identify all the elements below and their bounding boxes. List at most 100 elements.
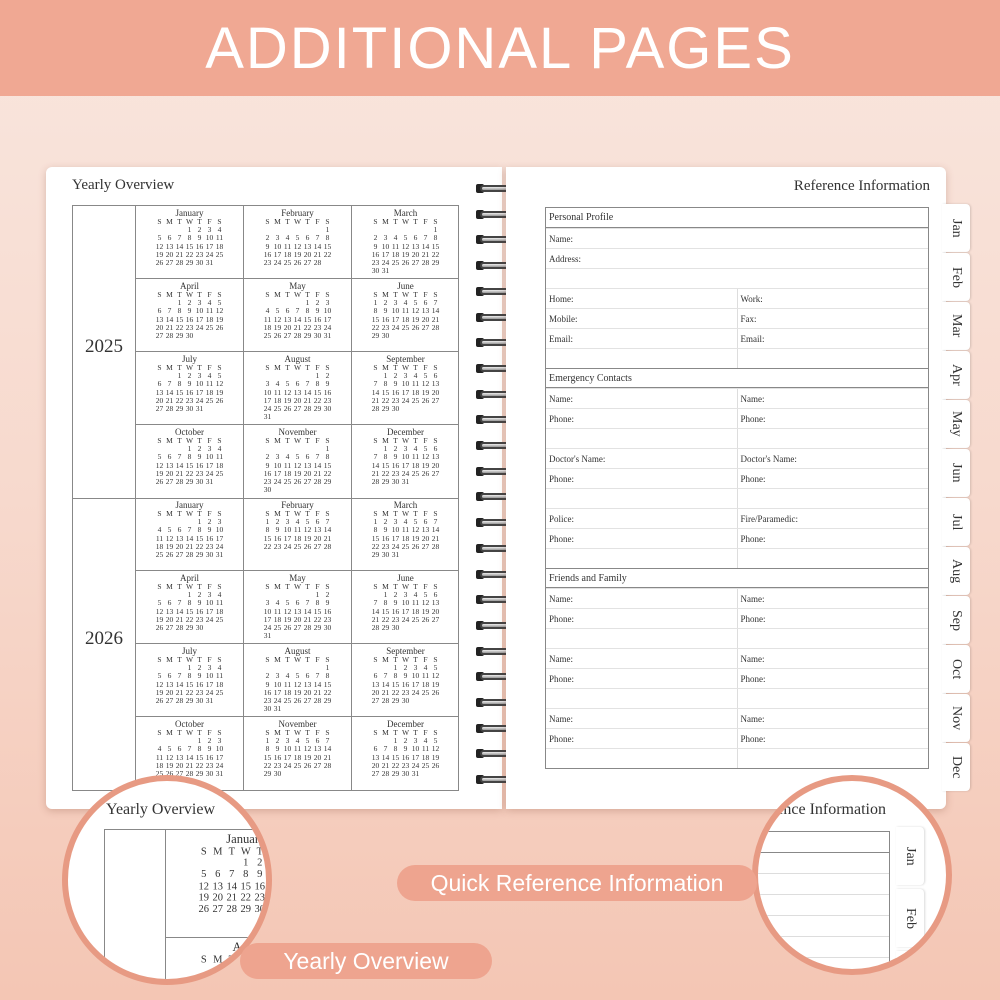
day-number: 15 [185,460,194,470]
form-row: Name: Name: [546,648,928,668]
day-number: 31 [411,769,420,779]
day-number: 18 [411,387,420,397]
weekday-label: F [423,217,428,226]
weekday-label: W [185,582,194,591]
day-number: 2 [265,233,270,243]
weekday-label: S [373,509,378,518]
year-block: 2025 January S M T W T F S 1 2 3 4 5 6 7 8 9 10 11 12 13 14 15 1… [73,206,459,499]
day-number [293,705,303,713]
day-number: 22 [185,468,194,478]
tab-label: Nov [949,705,964,731]
day-number: 31 [195,404,204,414]
day-number: 26 [293,258,302,268]
field-label: Name: [736,709,929,728]
day-number: 21 [431,314,440,324]
day-number: 11 [293,525,302,535]
day-number: 27 [313,541,322,551]
weekday-label: F [267,846,272,857]
tab-label: Jan [903,846,918,866]
day-number [431,624,441,632]
weekday-label: T [197,582,202,591]
day-number: 9 [257,867,263,881]
day-number: 14 [165,314,174,324]
day-number: 16 [195,679,204,689]
blank-line [758,874,889,895]
field-label: Name: [736,589,929,608]
tab-may[interactable]: May [942,400,970,448]
day-number: 21 [421,249,430,259]
tab-jun[interactable]: Jun [942,449,970,497]
day-number: 22 [263,541,272,551]
form-row: Home: Work: [546,288,928,308]
field-label [546,629,737,648]
day-number: 20 [165,249,174,259]
weekday-label: T [228,952,236,966]
tab-oct[interactable]: Oct [942,645,970,693]
day-number: 14 [431,525,440,535]
tab-nov[interactable]: Nov [942,694,970,742]
day-number: 13 [303,679,312,689]
day-number: 5 [295,671,300,681]
form-row: Police: Fire/Paramedic: [546,508,928,528]
day-number: 29 [381,623,390,633]
day-number: 27 [165,696,174,706]
day-number: 17 [205,241,214,251]
day-number: 5 [423,590,428,600]
tab-feb[interactable]: Feb [942,253,970,301]
field-label: Work: [736,289,929,308]
day-number: 29 [175,331,184,341]
day-number: 4 [157,744,162,754]
tab-jul[interactable]: Jul [942,498,970,546]
day-number: 29 [391,769,400,779]
tab-dec[interactable]: Dec [942,743,970,791]
day-number: 14 [381,679,390,689]
field-label: Address: [549,253,581,264]
day-number [323,770,333,778]
month-cell: April S M T W T F S 1 2 3 4 5 6 7 8 9 10 11 12 13 14 15 16 17 18 1… [135,279,243,352]
tab-aug[interactable]: Aug [942,547,970,595]
day-number: 16 [313,314,322,324]
month-cell: July S M T W T F S 1 2 3 4 5 6 7 8 9 10 11 12 13 14 15 16 17 18 19… [135,352,243,425]
day-number: 7 [187,744,192,754]
day-number [431,770,441,778]
tab-apr[interactable]: Apr [942,351,970,399]
day-number: 4 [393,233,398,243]
day-number: 29 [240,902,252,915]
day-number: 25 [283,258,292,268]
tab-mar[interactable]: Mar [942,302,970,350]
day-number: 3 [285,736,290,746]
day-number: 22 [371,322,380,332]
field-label: Email: [736,329,929,348]
day-number: 22 [303,322,312,332]
day-number: 29 [313,623,322,633]
weekday-label: S [217,509,222,518]
weekday-label: M [382,655,389,664]
tab-jan[interactable]: Jan [942,204,970,252]
day-number [391,332,401,340]
day-number: 21 [175,249,184,259]
day-number: 10 [215,525,224,535]
day-number: 11 [401,306,410,316]
day-number: 15 [391,679,400,689]
day-number: 25 [411,468,420,478]
day-number: 4 [403,517,408,527]
weekday-label: M [213,952,223,966]
day-number: 11 [273,387,282,397]
day-number: 13 [303,241,312,251]
tab-sep[interactable]: Sep [942,596,970,644]
day-number: 23 [263,696,272,706]
weekday-label: T [305,582,310,591]
weekday-label: T [393,509,398,518]
tab-label: May [949,411,964,437]
day-number: 14 [165,387,174,397]
day-number: 6 [305,233,310,243]
day-number: 28 [303,623,312,633]
day-number: 20 [293,395,302,405]
day-number: 12 [293,241,302,251]
day-number: 27 [175,550,184,560]
weekday-label: T [177,217,182,226]
day-number: 7 [433,298,438,308]
day-number: 18 [215,241,224,251]
